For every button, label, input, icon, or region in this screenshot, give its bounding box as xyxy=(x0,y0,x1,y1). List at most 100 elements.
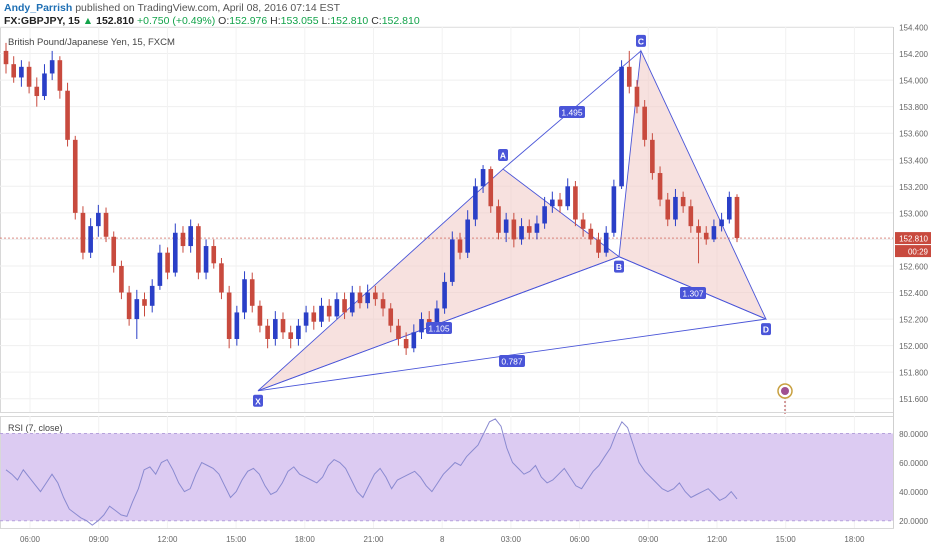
candle xyxy=(411,324,417,353)
rsi-band-fill xyxy=(1,433,893,521)
candle xyxy=(357,285,363,309)
candle-body xyxy=(550,199,555,207)
pattern-point-d-bg xyxy=(761,323,771,336)
pattern-point-b-bg xyxy=(614,260,624,273)
candle-body xyxy=(726,196,732,220)
candle xyxy=(3,42,9,74)
price-tick-label: 154.400 xyxy=(899,24,928,33)
candle xyxy=(396,319,401,346)
candle-body xyxy=(503,219,509,233)
candle-body xyxy=(696,226,701,233)
event-icon-core xyxy=(781,387,789,395)
candle-body xyxy=(480,169,486,187)
candle xyxy=(311,305,317,330)
candle-body xyxy=(642,106,647,140)
candle xyxy=(72,135,78,220)
candle xyxy=(511,212,517,248)
candle xyxy=(503,212,509,243)
candle xyxy=(465,210,470,258)
candle-body xyxy=(388,308,394,326)
candle-body xyxy=(711,226,717,240)
candle xyxy=(96,204,101,237)
candle xyxy=(49,50,55,81)
candle-body xyxy=(57,60,63,91)
low-label: L: xyxy=(321,15,331,27)
candle-body xyxy=(149,285,155,306)
price-tick-label: 152.000 xyxy=(899,342,928,351)
candle xyxy=(634,80,640,114)
candle-body xyxy=(634,86,640,107)
close-value: 152.810 xyxy=(381,15,420,27)
pattern-point-x-text: X xyxy=(255,396,261,406)
candle-body xyxy=(403,338,409,349)
candle xyxy=(19,60,24,87)
price-tick-label: 154.000 xyxy=(899,77,928,86)
candle-body xyxy=(49,60,55,74)
candle-body xyxy=(496,206,501,233)
candle xyxy=(550,191,555,213)
pattern-point-a-bg xyxy=(498,149,508,162)
candle-body xyxy=(596,239,601,253)
time-tick-label: 8 xyxy=(440,535,445,544)
candle-body xyxy=(588,228,594,240)
countdown-tag xyxy=(895,245,931,258)
candle-body xyxy=(734,196,740,239)
time-tick-label: 12:00 xyxy=(157,535,178,544)
candle-body xyxy=(542,206,547,224)
candle xyxy=(473,178,478,227)
candle xyxy=(219,258,224,300)
chart-title: British Pound/Japanese Yen, 15, FXCM xyxy=(8,37,175,48)
candle xyxy=(126,285,132,326)
candle-body xyxy=(219,263,224,293)
ratio-label-xb-text: 1.105 xyxy=(428,324,450,334)
candle xyxy=(596,232,601,258)
candle-body xyxy=(380,299,386,309)
candle-body xyxy=(296,325,301,339)
candle-body xyxy=(3,50,9,65)
candle-body xyxy=(111,236,117,266)
candle-body xyxy=(449,239,455,282)
high-value: 153.055 xyxy=(280,15,319,27)
candle-body xyxy=(72,139,78,213)
candle xyxy=(488,166,494,213)
candle xyxy=(11,56,17,83)
candle-body xyxy=(650,139,655,174)
ratio-label-ac-text: 1.495 xyxy=(561,108,583,118)
candle-body xyxy=(180,232,186,247)
candle-body xyxy=(19,66,24,78)
candle xyxy=(165,247,170,280)
candle-body xyxy=(234,312,240,339)
candle-body xyxy=(626,66,632,87)
candle-body xyxy=(611,186,617,233)
candle-body xyxy=(373,292,378,300)
candle-body xyxy=(26,66,32,87)
candle xyxy=(111,231,117,273)
price-up-icon: ▲ xyxy=(82,15,94,27)
last-price-tag xyxy=(895,232,931,245)
candle xyxy=(119,260,124,300)
candle-body xyxy=(465,219,470,253)
author-link[interactable]: Andy_Parrish xyxy=(4,2,73,14)
candle xyxy=(696,219,701,264)
candle-body xyxy=(126,292,132,320)
candle xyxy=(573,181,578,227)
pattern-line-xd xyxy=(257,318,767,392)
last-price: 152.810 xyxy=(96,15,135,27)
candle xyxy=(80,206,86,260)
event-icon[interactable] xyxy=(777,383,793,414)
candle xyxy=(680,191,686,213)
candle xyxy=(449,231,455,286)
candle-body xyxy=(165,252,170,273)
candle-body xyxy=(188,226,193,247)
time-tick-label: 09:00 xyxy=(638,535,659,544)
high-label: H: xyxy=(270,15,281,27)
rsi-tick-label: 40.0000 xyxy=(899,488,928,497)
candle-body xyxy=(196,226,201,273)
candle-body xyxy=(657,173,663,200)
candle xyxy=(580,212,586,237)
rsi-tick-label: 20.0000 xyxy=(899,517,928,526)
candle-body xyxy=(557,199,563,207)
candle-body xyxy=(334,299,340,317)
candle-body xyxy=(419,319,424,333)
